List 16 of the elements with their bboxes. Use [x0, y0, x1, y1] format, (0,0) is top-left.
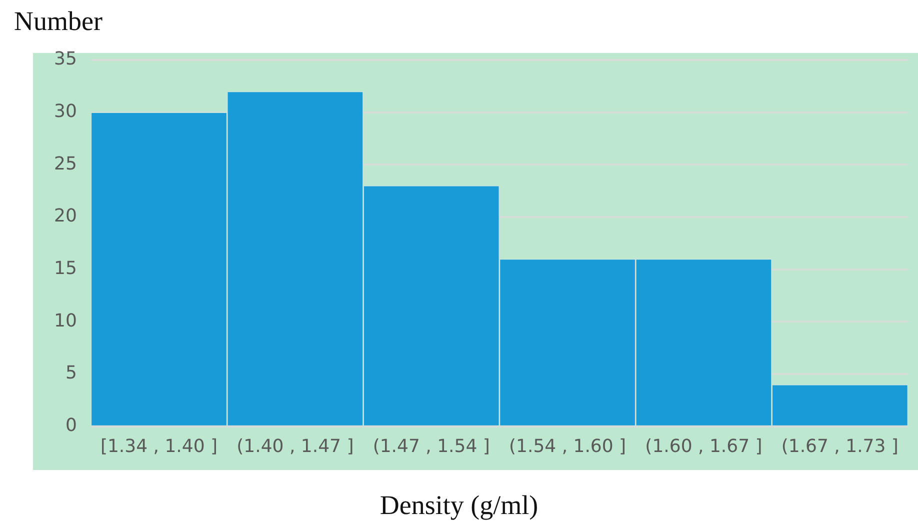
y-tick-label: 0 [65, 415, 77, 436]
y-tick-label: 35 [54, 48, 77, 70]
y-tick-label: 5 [65, 362, 77, 384]
x-tick-label: (1.54 , 1.60 ] [508, 436, 626, 457]
x-tick-label: (1.60 , 1.67 ] [645, 436, 762, 457]
y-tick-label: 20 [54, 206, 77, 227]
x-tick-label: (1.47 , 1.54 ] [372, 436, 490, 457]
x-axis-title: Density (g/ml) [378, 490, 540, 521]
y-tick-label: 25 [54, 153, 77, 174]
x-tick-label: (1.67 , 1.73 ] [781, 436, 898, 457]
y-tick-label: 15 [54, 258, 77, 280]
y-axis-title: Number [14, 6, 102, 37]
x-tick-label: (1.40 , 1.47 ] [236, 436, 354, 457]
y-tick-label: 10 [54, 310, 77, 332]
x-tick-label: [1.34 , 1.40 ] [100, 436, 218, 457]
y-tick-label: 30 [54, 101, 77, 122]
